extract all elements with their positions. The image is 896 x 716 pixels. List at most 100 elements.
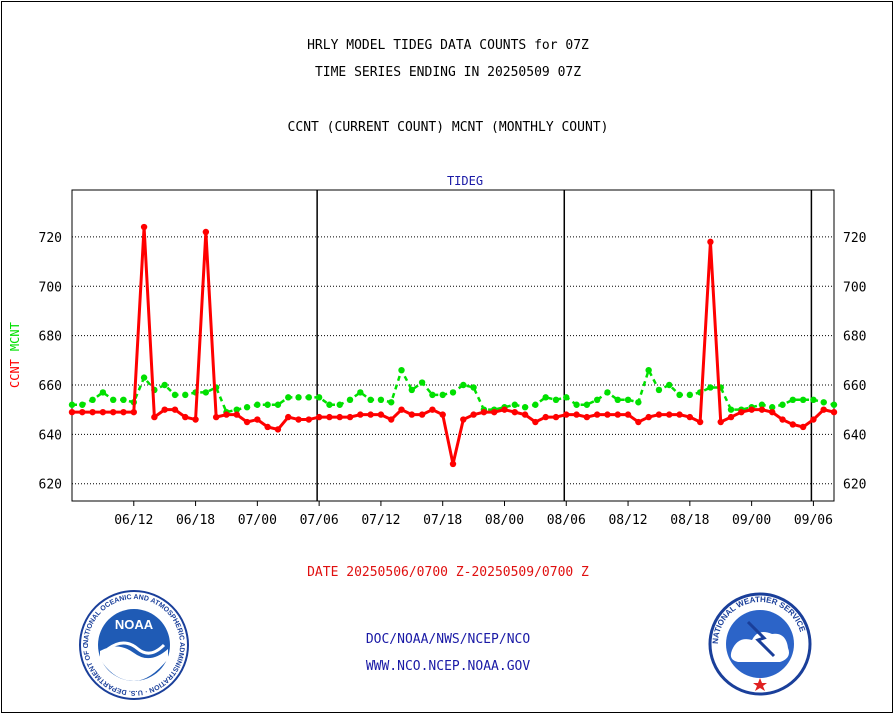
x-tick-label: 07/12: [361, 513, 400, 528]
data-point-ccnt: [521, 411, 529, 418]
data-point-ccnt: [233, 411, 240, 418]
data-point-mcnt: [635, 399, 642, 406]
data-point-mcnt: [727, 406, 735, 413]
data-point-ccnt: [130, 408, 137, 416]
data-point-ccnt: [799, 423, 807, 431]
data-point-mcnt: [336, 401, 343, 408]
data-point-mcnt: [769, 404, 776, 411]
data-point-ccnt: [439, 411, 446, 418]
data-point-ccnt: [686, 413, 694, 421]
website-link[interactable]: WWW.NCO.NCEP.NOAA.GOV: [365, 659, 531, 674]
data-point-ccnt: [727, 413, 735, 421]
x-tick-label: 06/12: [114, 513, 153, 528]
data-point-ccnt: [99, 408, 107, 416]
data-point-ccnt: [789, 421, 797, 428]
data-point-ccnt: [830, 408, 838, 416]
data-point-ccnt: [810, 416, 817, 423]
data-point-mcnt: [377, 396, 385, 404]
data-point-mcnt: [264, 401, 271, 408]
data-point-ccnt: [666, 411, 673, 418]
data-point-mcnt: [109, 396, 117, 404]
data-point-mcnt: [799, 396, 807, 404]
data-point-mcnt: [171, 391, 179, 399]
data-point-ccnt: [501, 406, 508, 413]
chart-title-line2: TIME SERIES ENDING IN 20250509 07Z: [314, 65, 582, 80]
noaa-logo-text: NOAA: [115, 617, 154, 632]
data-point-ccnt: [696, 418, 704, 426]
data-point-ccnt: [779, 416, 786, 423]
data-point-mcnt: [295, 394, 302, 401]
data-point-mcnt: [593, 396, 601, 404]
data-point-mcnt: [120, 396, 127, 404]
noaa-logo-icon: NATIONAL OCEANIC AND ATMOSPHERIC ADMINIS…: [78, 589, 189, 700]
data-point-mcnt: [233, 406, 240, 413]
data-point-ccnt: [511, 408, 518, 416]
data-point-mcnt: [542, 394, 549, 401]
data-point-mcnt: [645, 366, 652, 374]
data-point-ccnt: [593, 411, 601, 418]
data-point-ccnt: [624, 411, 632, 418]
data-point-mcnt: [686, 391, 694, 399]
data-point-mcnt: [779, 401, 786, 408]
data-point-mcnt: [789, 396, 797, 404]
data-point-mcnt: [89, 396, 96, 404]
data-point-mcnt: [388, 399, 395, 406]
y-tick-label-left: 720: [39, 231, 62, 246]
data-point-mcnt: [604, 389, 611, 396]
y-label-ccnt: CCNT: [8, 359, 22, 388]
data-point-ccnt: [295, 416, 302, 423]
data-point-mcnt: [326, 401, 333, 408]
y-label-mcnt: MCNT: [8, 322, 22, 351]
y-tick-label-left: 640: [39, 428, 62, 443]
data-point-mcnt: [315, 394, 323, 401]
x-tick-label: 08/12: [608, 513, 647, 528]
data-point-ccnt: [573, 411, 580, 418]
data-point-ccnt: [171, 406, 179, 413]
data-point-mcnt: [274, 401, 282, 408]
x-tick-label: 07/00: [238, 513, 277, 528]
data-point-ccnt: [243, 418, 251, 426]
data-point-ccnt: [460, 416, 467, 423]
data-point-ccnt: [717, 418, 724, 426]
data-point-ccnt: [377, 411, 385, 418]
data-point-mcnt: [305, 394, 313, 401]
data-point-ccnt: [120, 408, 127, 416]
data-point-mcnt: [511, 401, 518, 408]
data-point-mcnt: [573, 401, 580, 408]
data-point-ccnt: [542, 413, 549, 421]
data-point-ccnt: [274, 426, 282, 433]
data-point-ccnt: [604, 411, 611, 418]
x-tick-label: 07/06: [300, 513, 339, 528]
data-point-ccnt: [738, 408, 745, 416]
data-point-ccnt: [192, 416, 199, 423]
y-tick-label-left: 620: [39, 478, 62, 493]
y-tick-label-right: 640: [843, 428, 866, 443]
data-point-mcnt: [202, 389, 210, 396]
data-point-mcnt: [161, 381, 168, 389]
data-point-ccnt: [68, 408, 76, 416]
data-point-ccnt: [109, 408, 117, 416]
y-tick-label-right: 700: [843, 280, 866, 295]
data-point-mcnt: [346, 396, 354, 404]
data-point-ccnt: [212, 413, 220, 421]
data-point-mcnt: [99, 389, 107, 396]
data-point-ccnt: [357, 411, 364, 418]
data-point-ccnt: [140, 223, 148, 231]
data-point-mcnt: [357, 389, 364, 396]
data-point-ccnt: [655, 411, 663, 418]
data-point-ccnt: [563, 411, 570, 418]
y-tick-label-left: 700: [39, 280, 62, 295]
data-point-mcnt: [285, 394, 292, 401]
date-range-label: DATE 20250506/0700 Z-20250509/0700 Z: [307, 565, 589, 580]
data-point-mcnt: [398, 366, 405, 374]
data-point-ccnt: [398, 406, 405, 413]
data-point-mcnt: [707, 384, 714, 391]
plot-title: TIDEG: [447, 174, 483, 188]
data-point-mcnt: [810, 396, 817, 404]
data-point-ccnt: [645, 413, 652, 421]
data-point-mcnt: [140, 374, 148, 381]
nws-logo-icon: NATIONAL WEATHER SERVICE: [708, 592, 812, 696]
x-tick-label: 09/00: [732, 513, 771, 528]
data-point-ccnt: [254, 416, 261, 423]
data-point-ccnt: [676, 411, 683, 418]
